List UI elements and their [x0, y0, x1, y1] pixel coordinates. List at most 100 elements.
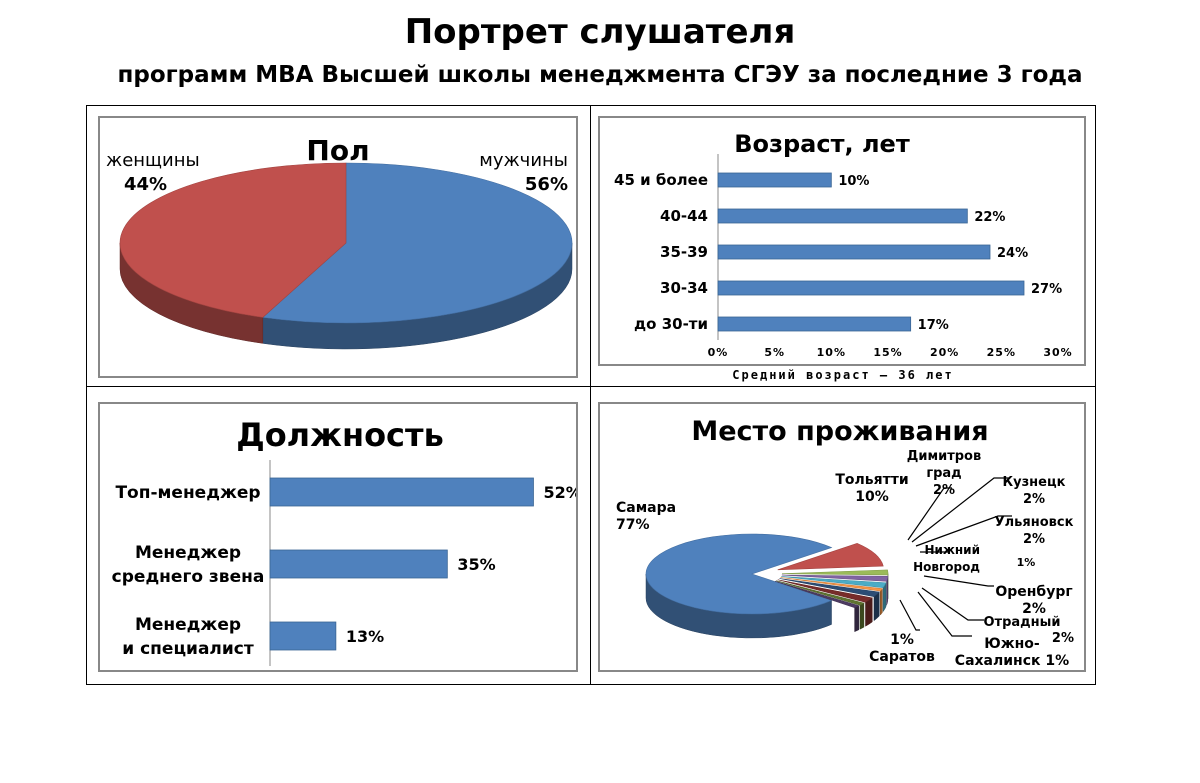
data-label-yuzhno: Южно-	[984, 636, 1040, 652]
pie-slice-side-нижний-новгород	[880, 587, 883, 616]
data-label-45-и-более: 10%	[838, 174, 869, 189]
pie-slice-ульяновск	[781, 576, 887, 588]
legend-label-мужчины: мужчины	[479, 150, 568, 171]
bar-40-44	[717, 208, 968, 224]
legend-label-женщины: женщины	[106, 150, 200, 171]
category-label-line: Менеджер	[135, 615, 241, 635]
pie-slice-женщины	[119, 162, 347, 318]
data-label-30-34: 27%	[1031, 282, 1062, 297]
data-label-togliatti: 10%	[855, 489, 889, 505]
data-label-orenburg: 2%	[1022, 601, 1046, 617]
bar-топ-менеджер	[269, 477, 534, 507]
leader-line	[923, 575, 994, 587]
chart-title: Пол	[306, 134, 369, 167]
position-bar-chart: Должность 52% Топ-менеджер 35% Менеджер средн…	[112, 416, 582, 666]
data-label-yuzhno: Сахалинск 1%	[955, 653, 1069, 669]
data-label-otradny-value: 2%	[1052, 631, 1074, 646]
age-panel: Возраст, лет до 30-ти 17% 30-34 27% 35-39 24% 4…	[598, 116, 1086, 366]
category-label-line: Менеджер	[135, 543, 241, 563]
data-label-nizhny-novgorod: Новгород	[913, 560, 980, 574]
pie-slice-оренбург	[779, 578, 880, 597]
chart-title: Место проживания	[691, 416, 988, 447]
bar-35-39	[717, 244, 991, 260]
page-title: Портрет слушателя	[404, 12, 796, 52]
position-panel: Должность 52% Топ-менеджер 35% Менеджер средн…	[98, 402, 582, 672]
pie-slice-южно-сахалинск	[776, 580, 865, 606]
leader-line	[911, 477, 1010, 543]
pie-slice-саратов	[775, 580, 860, 608]
data-label-dimitrovgrad: 2%	[933, 483, 955, 498]
pie-slice-самара	[645, 533, 833, 615]
pie-slice-нижний-новгород	[780, 577, 883, 592]
pie-slice-side-саратов	[854, 605, 860, 633]
outer-frame	[86, 105, 1096, 685]
data-label-40-44: 22%	[974, 210, 1005, 225]
grid-divider-horizontal	[86, 386, 1096, 387]
data-label-женщины: 44%	[124, 174, 167, 195]
data-label-orenburg: Оренбург	[995, 584, 1072, 600]
chart-title: Возраст, лет	[734, 130, 910, 158]
data-label-менеджер-и-специалист: 13%	[346, 627, 384, 646]
x-tick-label: 5%	[764, 346, 785, 359]
category-label-45-и-более: 45 и более	[614, 171, 708, 189]
bar-менеджер-и-специалист	[269, 621, 337, 651]
bar-до-30-ти	[717, 316, 912, 332]
x-tick-label: 10%	[817, 346, 846, 359]
data-label-kuznetsk: Кузнецк	[1003, 475, 1066, 490]
chart-title: Должность	[236, 416, 444, 454]
gender-panel: Пол мужчины 56% женщины 44%	[98, 116, 578, 378]
data-label-менеджер-среднего-звена: 35%	[457, 555, 495, 574]
leader-line	[921, 587, 984, 621]
data-label-togliatti: Тольятти	[835, 472, 908, 488]
data-label-saratov: 1%	[890, 632, 914, 648]
data-label-dimitrovgrad: град	[926, 466, 961, 481]
leader-line	[899, 599, 920, 631]
pie-slice-димитровград	[781, 569, 889, 576]
category-label-35-39: 35-39	[660, 243, 708, 261]
age-bar-chart: Возраст, лет до 30-ти 17% 30-34 27% 35-39 24% 4…	[614, 130, 1072, 359]
category-label-40-44: 40-44	[660, 207, 708, 225]
data-label-samara: 77%	[616, 517, 650, 533]
x-tick-label: 15%	[873, 346, 902, 359]
residence-panel: Место проживания Самара 77% Тольятти 10% Дими…	[598, 402, 1086, 672]
data-label-dimitrovgrad: Димитров	[907, 449, 981, 464]
data-label-ulyanovsk: 2%	[1023, 532, 1045, 547]
data-label-35-39: 24%	[997, 246, 1028, 261]
pie-slice-кузнецк	[781, 574, 889, 582]
bar-45-и-более	[717, 172, 832, 188]
data-label-ulyanovsk: Ульяновск	[995, 515, 1074, 530]
x-tick-label: 30%	[1043, 346, 1072, 359]
category-label-line: и специалист	[122, 639, 254, 659]
category-label-line: среднего звена	[112, 567, 265, 587]
data-label-nizhny-novgorod-value: 1%	[1017, 556, 1036, 569]
pie-slice-отрадный	[777, 579, 873, 603]
data-label-saratov: Саратов	[869, 649, 935, 665]
category-label-до-30-ти: до 30-ти	[634, 315, 708, 333]
x-tick-label: 20%	[930, 346, 959, 359]
grid-divider-vertical	[590, 105, 591, 685]
bar-30-34	[717, 280, 1025, 296]
data-label-топ-менеджер: 52%	[543, 483, 576, 502]
data-label-samara: Самара	[616, 500, 676, 516]
data-label-до-30-ти: 17%	[918, 318, 949, 333]
pie-slice-side-отрадный	[865, 597, 873, 627]
leader-line	[915, 515, 1012, 547]
data-label-мужчины: 56%	[525, 174, 568, 195]
category-label-30-34: 30-34	[660, 279, 708, 297]
data-label-kuznetsk: 2%	[1023, 492, 1045, 507]
x-tick-label: 25%	[987, 346, 1016, 359]
pie-slice-мужчины	[262, 162, 573, 324]
leader-line	[907, 487, 952, 541]
bar-менеджер-среднего-звена	[269, 549, 448, 579]
data-label-nizhny-novgorod: Нижний	[925, 543, 981, 557]
category-label-line: Топ-менеджер	[115, 483, 260, 503]
gender-pie-chart: Пол мужчины 56% женщины 44%	[106, 134, 573, 350]
pie-slice-side-южно-сахалинск	[859, 602, 865, 630]
x-tick-label: 0%	[708, 346, 729, 359]
pie-slice-тольятти	[777, 543, 884, 571]
data-label-otradny: Отрадный	[983, 615, 1060, 630]
leader-line	[917, 591, 972, 637]
average-age-note: Средний возраст – 36 лет	[732, 368, 954, 382]
page-subtitle: программ МВА Высшей школы менеджмента СГ…	[117, 62, 1083, 88]
